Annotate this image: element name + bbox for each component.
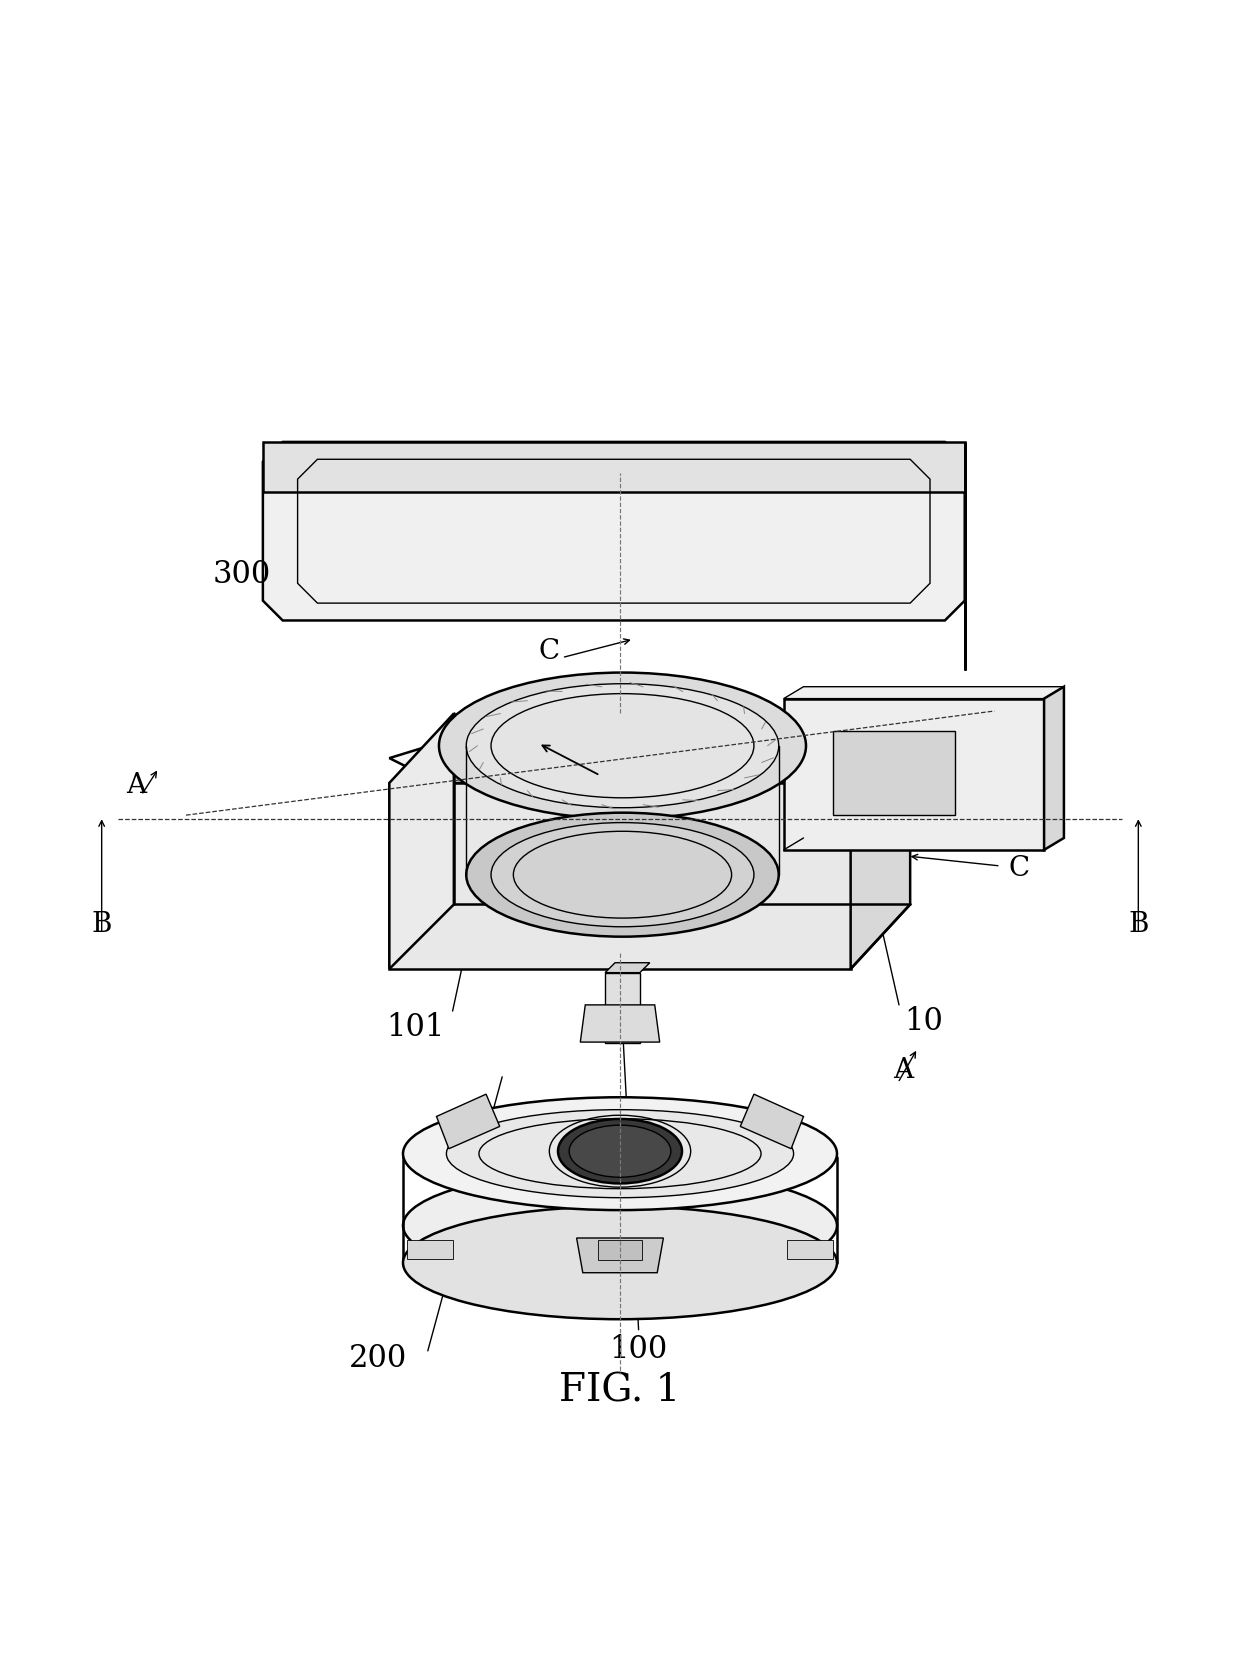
Polygon shape xyxy=(784,698,1044,850)
Ellipse shape xyxy=(466,683,779,808)
Text: B: B xyxy=(1128,910,1148,939)
Polygon shape xyxy=(787,1241,833,1259)
Polygon shape xyxy=(263,443,965,621)
Polygon shape xyxy=(580,1005,660,1042)
Polygon shape xyxy=(389,713,454,969)
Ellipse shape xyxy=(403,1097,837,1211)
Ellipse shape xyxy=(403,1169,837,1283)
Text: C: C xyxy=(1008,855,1030,882)
Polygon shape xyxy=(389,713,910,783)
Ellipse shape xyxy=(403,1206,837,1319)
Polygon shape xyxy=(784,686,1064,698)
Text: A: A xyxy=(893,1057,913,1084)
Text: 100: 100 xyxy=(610,1334,667,1364)
Text: 300: 300 xyxy=(213,559,270,590)
Text: FIG. 1: FIG. 1 xyxy=(559,1373,681,1409)
Text: B: B xyxy=(92,910,112,939)
Ellipse shape xyxy=(466,813,779,937)
Polygon shape xyxy=(407,1241,453,1259)
Ellipse shape xyxy=(491,823,754,927)
Text: A: A xyxy=(126,772,146,798)
Polygon shape xyxy=(577,1237,663,1273)
Polygon shape xyxy=(740,1094,804,1149)
Polygon shape xyxy=(389,783,851,969)
Polygon shape xyxy=(605,962,650,972)
Polygon shape xyxy=(1044,686,1064,850)
Polygon shape xyxy=(598,1241,642,1261)
Ellipse shape xyxy=(446,1109,794,1197)
Text: 200: 200 xyxy=(350,1343,407,1374)
Polygon shape xyxy=(851,713,910,969)
Ellipse shape xyxy=(439,673,806,818)
Text: 10: 10 xyxy=(904,1005,944,1037)
Ellipse shape xyxy=(569,1126,671,1177)
Ellipse shape xyxy=(558,1119,682,1184)
Polygon shape xyxy=(833,731,955,815)
Polygon shape xyxy=(605,972,640,1044)
Polygon shape xyxy=(263,443,965,491)
Text: C: C xyxy=(538,638,560,665)
Polygon shape xyxy=(436,1094,500,1149)
Text: 101: 101 xyxy=(386,1012,445,1042)
